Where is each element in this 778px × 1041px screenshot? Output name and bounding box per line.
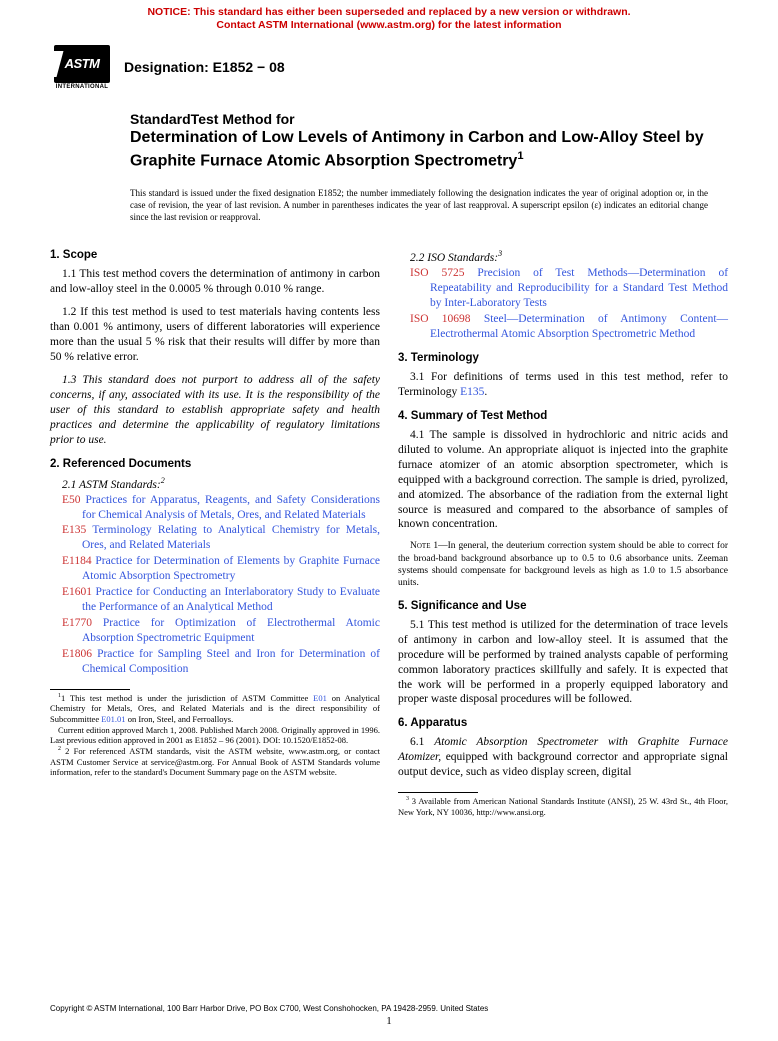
footnote-2: 2 2 For referenced ASTM standards, visit…: [50, 746, 380, 778]
sec6-p1: 6.1 Atomic Absorption Spectrometer with …: [398, 735, 728, 780]
logo-text: ASTM: [65, 56, 100, 71]
sec3-head: 3. Terminology: [398, 352, 728, 364]
left-column: 1. Scope 1.1 This test method covers the…: [50, 239, 380, 817]
ref-code: E1601: [62, 586, 92, 598]
sec6-head: 6. Apparatus: [398, 717, 728, 729]
ref-code: E1806: [62, 648, 92, 660]
ref-e1770: E1770 Practice for Optimization of Elect…: [50, 616, 380, 646]
sec1-head: 1. Scope: [50, 249, 380, 261]
sec2-sub1: 2.1 ASTM Standards:2: [50, 476, 380, 491]
title-main: Determination of Low Levels of Antimony …: [130, 128, 718, 172]
astm-logo: ASTM INTERNATIONAL: [50, 38, 114, 96]
ref-e1601: E1601 Practice for Conducting an Interla…: [50, 585, 380, 615]
right-column: 2.2 ISO Standards:3 ISO 5725 Precision o…: [398, 239, 728, 817]
sec4-p1: 4.1 The sample is dissolved in hydrochlo…: [398, 428, 728, 533]
sec1-p1: 1.1 This test method covers the determin…: [50, 267, 380, 297]
title-prefix: StandardTest Method for: [130, 110, 718, 128]
sec1-p3: 1.3 This standard does not purport to ad…: [50, 373, 380, 448]
sec5-head: 5. Significance and Use: [398, 600, 728, 612]
logo-mark: ASTM: [54, 45, 110, 83]
ref-iso10698: ISO 10698 Steel—Determination of Antimon…: [398, 312, 728, 342]
ref-e135: E135 Terminology Relating to Analytical …: [50, 523, 380, 553]
ref-title[interactable]: Practice for Sampling Steel and Iron for…: [82, 648, 380, 675]
sec6-p1-pre: 6.1: [410, 736, 434, 748]
sec2-sub1-sup: 2: [161, 476, 165, 485]
footnote-3: 3 3 Available from American National Sta…: [398, 796, 728, 817]
ref-iso5725: ISO 5725 Precision of Test Methods—Deter…: [398, 266, 728, 311]
sec5-p1: 5.1 This test method is utilized for the…: [398, 618, 728, 708]
ref-title[interactable]: Precision of Test Methods—Determination …: [430, 267, 728, 309]
fn1-a: 1 This test method is under the jurisdic…: [61, 693, 313, 703]
sec2-sub2-label: ISO Standards:: [427, 252, 498, 264]
sec4-note: Note 1—In general, the deuterium correct…: [398, 540, 728, 589]
issued-note: This standard is issued under the fixed …: [0, 178, 778, 223]
footnote-rule: [50, 689, 130, 690]
ref-title[interactable]: Practice for Determination of Elements b…: [82, 555, 380, 582]
ref-title[interactable]: Practice for Conducting an Interlaborato…: [82, 586, 380, 613]
title-main-text: Determination of Low Levels of Antimony …: [130, 129, 704, 169]
note-text: In general, the deuterium correction sys…: [398, 541, 728, 588]
ref-e50: E50 Practices for Apparatus, Reagents, a…: [50, 493, 380, 523]
sec3-p1-link[interactable]: E135: [460, 386, 484, 398]
title-sup: 1: [517, 150, 523, 162]
footnote-1b: Current edition approved March 1, 2008. …: [50, 725, 380, 746]
ref-code: E135: [62, 524, 86, 536]
ref-code: E50: [62, 494, 81, 506]
ref-code: ISO 10698: [410, 313, 471, 325]
sec2-sub1-label: ASTM Standards:: [79, 479, 161, 491]
fn1-link2[interactable]: E01.01: [101, 714, 125, 724]
copyright: Copyright © ASTM International, 100 Barr…: [50, 1004, 488, 1013]
ref-code: E1184: [62, 555, 92, 567]
sec2-sub2: 2.2 ISO Standards:3: [398, 249, 728, 264]
fn1-link1[interactable]: E01: [313, 693, 327, 703]
fn1-c: on Iron, Steel, and Ferroalloys.: [126, 714, 234, 724]
sec2-sub1-pre: 2.1: [62, 479, 79, 491]
sec2-sub2-pre: 2.2: [410, 252, 427, 264]
notice-line1: NOTICE: This standard has either been su…: [147, 6, 630, 18]
notice-banner: NOTICE: This standard has either been su…: [0, 0, 778, 34]
logo-subtext: INTERNATIONAL: [56, 84, 108, 90]
ref-e1184: E1184 Practice for Determination of Elem…: [50, 554, 380, 584]
ref-code: ISO 5725: [410, 267, 464, 279]
notice-line2: Contact ASTM International (www.astm.org…: [216, 19, 561, 31]
footnote-rule-r: [398, 792, 478, 793]
ref-title[interactable]: Practice for Optimization of Electrother…: [82, 617, 380, 644]
fn2-text: 2 For referenced ASTM standards, visit t…: [50, 746, 380, 777]
ref-title[interactable]: Terminology Relating to Analytical Chemi…: [82, 524, 380, 551]
sec4-head: 4. Summary of Test Method: [398, 410, 728, 422]
ref-title[interactable]: Practices for Apparatus, Reagents, and S…: [82, 494, 380, 521]
note-label: Note 1—: [410, 541, 448, 551]
sec2-sub2-sup: 3: [498, 249, 502, 258]
sec6-p1-rest: equipped with background corrector and a…: [398, 751, 728, 778]
body-columns: 1. Scope 1.1 This test method covers the…: [0, 223, 778, 817]
ref-title[interactable]: Steel—Determination of Antimony Content—…: [430, 313, 728, 340]
sec3-p1: 3.1 For definitions of terms used in thi…: [398, 370, 728, 400]
sec2-head: 2. Referenced Documents: [50, 458, 380, 470]
header-row: ASTM INTERNATIONAL Designation: E1852 − …: [0, 34, 778, 104]
title-block: StandardTest Method for Determination of…: [0, 104, 778, 178]
designation: Designation: E1852 − 08: [124, 59, 285, 75]
sec1-p2: 1.2 If this test method is used to test …: [50, 305, 380, 365]
fn3-text: 3 Available from American National Stand…: [398, 796, 728, 817]
sec3-p1-b: .: [484, 386, 487, 398]
footnote-1: 11 This test method is under the jurisdi…: [50, 693, 380, 725]
ref-code: E1770: [62, 617, 92, 629]
page-number: 1: [0, 1015, 778, 1027]
sec3-p1-a: 3.1 For definitions of terms used in thi…: [398, 371, 728, 398]
ref-e1806: E1806 Practice for Sampling Steel and Ir…: [50, 647, 380, 677]
